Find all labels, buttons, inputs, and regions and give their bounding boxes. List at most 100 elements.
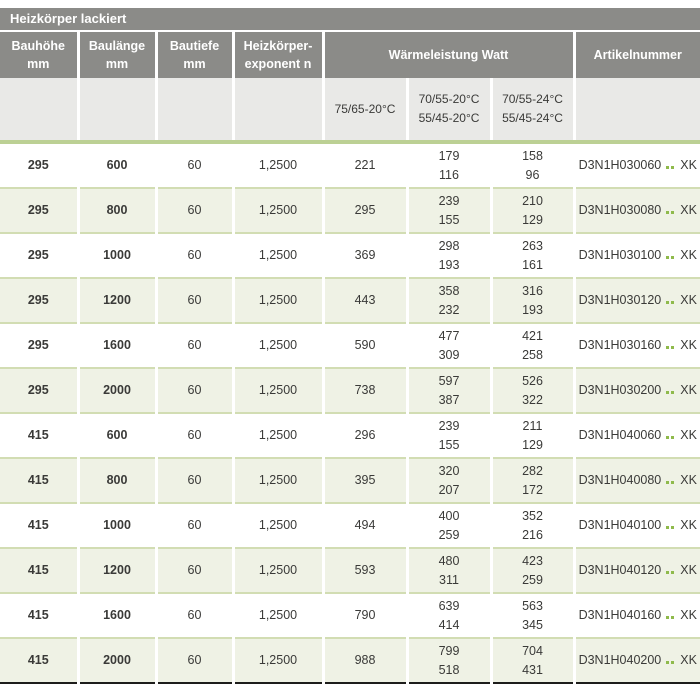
cell-watt-70-55-24: 316 193 bbox=[491, 277, 576, 323]
cell-exponent: 1,2500 bbox=[233, 637, 325, 684]
cell-exponent: 1,2500 bbox=[233, 367, 325, 413]
header-bauhoehe: Bauhöhe mm bbox=[0, 32, 80, 78]
cell-bauhoehe: 295 bbox=[0, 367, 80, 413]
header-row: Bauhöhe mm Baulänge mm Bautiefe mm Heizk… bbox=[0, 32, 700, 78]
cell-watt-75-65: 443 bbox=[323, 277, 409, 323]
cell-watt-70-55-20: 597 387 bbox=[407, 367, 493, 413]
subheader-row: 75/65-20°C 70/55-20°C 55/45-20°C 70/55-2… bbox=[0, 78, 700, 140]
article-code: D3N1H030100 bbox=[578, 248, 662, 263]
article-code: D3N1H040120 bbox=[578, 563, 662, 578]
article-code: D3N1H040160 bbox=[578, 608, 662, 623]
cell-watt-75-65: 738 bbox=[323, 367, 409, 413]
subheader-empty-artikel bbox=[574, 78, 700, 140]
subheader-70-55-24: 70/55-24°C 55/45-24°C bbox=[491, 78, 576, 140]
cell-bautiefe: 60 bbox=[156, 457, 235, 503]
cell-baulaenge: 1600 bbox=[78, 322, 158, 368]
cell-baulaenge: 1000 bbox=[78, 502, 158, 548]
cell-artikelnummer: D3N1H030060 XK bbox=[574, 144, 700, 188]
cell-bauhoehe: 295 bbox=[0, 144, 80, 188]
cell-watt-70-55-24: 282 172 bbox=[491, 457, 576, 503]
cell-artikelnummer: D3N1H040100 XK bbox=[574, 502, 700, 548]
cell-watt-70-55-20: 239 155 bbox=[407, 412, 493, 458]
cell-watt-70-55-24: 421 258 bbox=[491, 322, 576, 368]
article-suffix: XK bbox=[680, 158, 697, 173]
cell-artikelnummer: D3N1H040080 XK bbox=[574, 457, 700, 503]
cell-bauhoehe: 295 bbox=[0, 232, 80, 278]
table-row: 295 2000 60 1,2500 738 597 387 526 322 D… bbox=[0, 367, 700, 413]
cell-watt-70-55-20: 480 311 bbox=[407, 547, 493, 593]
green-dots-icon bbox=[666, 201, 676, 219]
cell-watt-70-55-24: 352 216 bbox=[491, 502, 576, 548]
article-suffix: XK bbox=[680, 248, 697, 263]
cell-bauhoehe: 295 bbox=[0, 277, 80, 323]
subheader-empty-baulaenge bbox=[78, 78, 158, 140]
cell-bautiefe: 60 bbox=[156, 637, 235, 684]
table-row: 295 1000 60 1,2500 369 298 193 263 161 D… bbox=[0, 232, 700, 278]
cell-bauhoehe: 295 bbox=[0, 187, 80, 233]
header-baulaenge: Baulänge mm bbox=[78, 32, 158, 78]
table-row: 295 1200 60 1,2500 443 358 232 316 193 D… bbox=[0, 277, 700, 323]
article-code: D3N1H040200 bbox=[578, 653, 662, 668]
cell-bauhoehe: 415 bbox=[0, 592, 80, 638]
cell-watt-70-55-24: 563 345 bbox=[491, 592, 576, 638]
cell-watt-70-55-20: 400 259 bbox=[407, 502, 493, 548]
header-baulaenge-line2: mm bbox=[105, 57, 129, 71]
header-exponent-line2: exponent n bbox=[244, 57, 312, 71]
article-code: D3N1H040060 bbox=[578, 428, 662, 443]
green-dots-icon bbox=[666, 291, 676, 309]
accent-line bbox=[0, 140, 700, 144]
header-bautiefe-line1: Bautiefe bbox=[169, 38, 220, 53]
green-dots-icon bbox=[666, 336, 676, 354]
header-bautiefe: Bautiefe mm bbox=[156, 32, 235, 78]
cell-bauhoehe: 415 bbox=[0, 637, 80, 684]
cell-artikelnummer: D3N1H040060 XK bbox=[574, 412, 700, 458]
cell-watt-70-55-20: 320 207 bbox=[407, 457, 493, 503]
subheader-empty-bauhoehe bbox=[0, 78, 80, 140]
cell-watt-70-55-24: 423 259 bbox=[491, 547, 576, 593]
cell-bauhoehe: 415 bbox=[0, 547, 80, 593]
cell-watt-75-65: 593 bbox=[323, 547, 409, 593]
table-row: 415 600 60 1,2500 296 239 155 211 129 D3… bbox=[0, 412, 700, 458]
cell-exponent: 1,2500 bbox=[233, 187, 325, 233]
cell-watt-75-65: 790 bbox=[323, 592, 409, 638]
cell-exponent: 1,2500 bbox=[233, 502, 325, 548]
cell-watt-75-65: 494 bbox=[323, 502, 409, 548]
cell-watt-70-55-20: 179 116 bbox=[407, 144, 493, 188]
cell-artikelnummer: D3N1H030200 XK bbox=[574, 367, 700, 413]
cell-exponent: 1,2500 bbox=[233, 547, 325, 593]
article-code: D3N1H040080 bbox=[578, 473, 662, 488]
cell-watt-70-55-20: 799 518 bbox=[407, 637, 493, 684]
table-body: 295 600 60 1,2500 221 179 116 158 96 D3N… bbox=[0, 140, 700, 684]
green-dots-icon bbox=[666, 651, 676, 669]
cell-artikelnummer: D3N1H030160 XK bbox=[574, 322, 700, 368]
green-dots-icon bbox=[666, 561, 676, 579]
article-code: D3N1H040100 bbox=[578, 518, 662, 533]
article-suffix: XK bbox=[680, 563, 697, 578]
header-bautiefe-line2: mm bbox=[183, 57, 206, 71]
cell-watt-70-55-20: 239 155 bbox=[407, 187, 493, 233]
header-bauhoehe-line2: mm bbox=[27, 57, 50, 71]
article-code: D3N1H030200 bbox=[578, 383, 662, 398]
cell-watt-75-65: 395 bbox=[323, 457, 409, 503]
article-code: D3N1H030160 bbox=[578, 338, 662, 353]
article-code: D3N1H030120 bbox=[578, 293, 662, 308]
cell-bauhoehe: 415 bbox=[0, 502, 80, 548]
cell-exponent: 1,2500 bbox=[233, 232, 325, 278]
subheader-70-55-20: 70/55-20°C 55/45-20°C bbox=[407, 78, 493, 140]
header-artikelnummer: Artikelnummer bbox=[574, 32, 700, 78]
table-row: 415 1600 60 1,2500 790 639 414 563 345 D… bbox=[0, 592, 700, 638]
article-code: D3N1H030080 bbox=[578, 203, 662, 218]
cell-baulaenge: 800 bbox=[78, 187, 158, 233]
cell-baulaenge: 2000 bbox=[78, 367, 158, 413]
cell-exponent: 1,2500 bbox=[233, 322, 325, 368]
article-code: D3N1H030060 bbox=[578, 158, 662, 173]
table-row: 415 1200 60 1,2500 593 480 311 423 259 D… bbox=[0, 547, 700, 593]
header-bauhoehe-line1: Bauhöhe bbox=[11, 38, 65, 53]
cell-artikelnummer: D3N1H030120 XK bbox=[574, 277, 700, 323]
green-dots-icon bbox=[666, 156, 676, 174]
header-exponent: Heizkörper- exponent n bbox=[233, 32, 325, 78]
cell-bauhoehe: 415 bbox=[0, 457, 80, 503]
green-dots-icon bbox=[666, 381, 676, 399]
cell-artikelnummer: D3N1H040200 XK bbox=[574, 637, 700, 684]
